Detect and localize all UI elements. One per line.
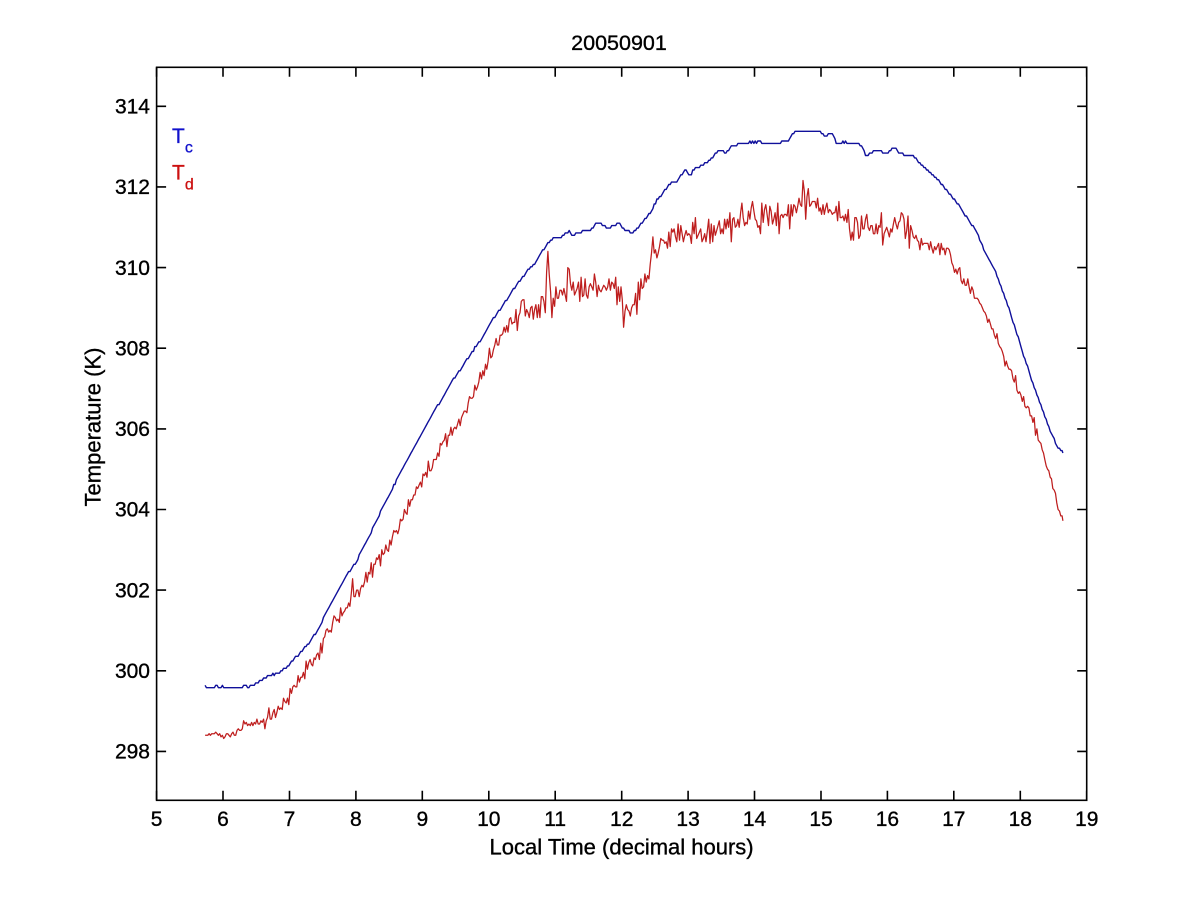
svg-text:5: 5 bbox=[151, 808, 163, 831]
svg-text:7: 7 bbox=[284, 808, 296, 831]
svg-text:Td: Td bbox=[172, 162, 194, 194]
svg-text:Local Time (decimal hours): Local Time (decimal hours) bbox=[490, 835, 754, 860]
svg-text:10: 10 bbox=[477, 808, 500, 831]
svg-text:300: 300 bbox=[115, 660, 150, 683]
svg-text:304: 304 bbox=[115, 499, 150, 522]
svg-text:302: 302 bbox=[115, 579, 150, 602]
svg-text:12: 12 bbox=[610, 808, 633, 831]
svg-text:14: 14 bbox=[743, 808, 767, 831]
svg-text:308: 308 bbox=[115, 337, 150, 360]
svg-text:314: 314 bbox=[115, 96, 150, 119]
svg-text:9: 9 bbox=[416, 808, 428, 831]
svg-text:298: 298 bbox=[115, 741, 150, 764]
svg-text:306: 306 bbox=[115, 418, 150, 441]
svg-text:Tc: Tc bbox=[172, 125, 193, 157]
svg-text:312: 312 bbox=[115, 176, 150, 199]
svg-text:20050901: 20050901 bbox=[571, 31, 667, 55]
svg-text:11: 11 bbox=[544, 808, 566, 831]
svg-text:16: 16 bbox=[876, 808, 899, 831]
svg-text:Temperature (K): Temperature (K) bbox=[81, 348, 106, 507]
svg-text:6: 6 bbox=[217, 808, 229, 831]
svg-text:15: 15 bbox=[809, 808, 832, 831]
svg-text:19: 19 bbox=[1075, 808, 1098, 831]
svg-text:17: 17 bbox=[942, 808, 965, 831]
svg-text:18: 18 bbox=[1009, 808, 1032, 831]
svg-text:8: 8 bbox=[350, 808, 362, 831]
svg-text:13: 13 bbox=[676, 808, 699, 831]
svg-text:310: 310 bbox=[115, 257, 150, 280]
